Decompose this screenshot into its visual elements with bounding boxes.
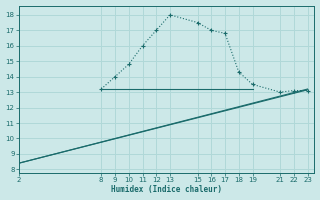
X-axis label: Humidex (Indice chaleur): Humidex (Indice chaleur): [111, 185, 222, 194]
